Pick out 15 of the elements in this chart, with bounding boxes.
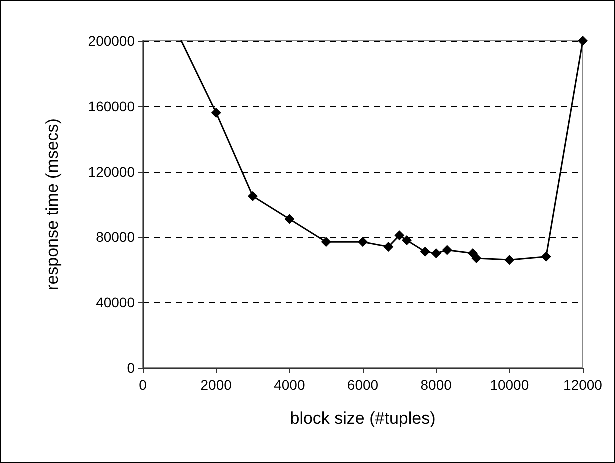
y-tick-label: 120000 — [88, 164, 136, 180]
x-axis-title: block size (#tuples) — [290, 409, 436, 428]
x-tick-label: 6000 — [347, 377, 379, 393]
y-axis-title: response time (msecs) — [43, 118, 62, 290]
x-tick-label: 12000 — [564, 377, 603, 393]
y-tick-label: 200000 — [88, 33, 136, 49]
y-tick-label: 80000 — [96, 229, 136, 246]
y-tick-label: 0 — [127, 360, 136, 376]
x-tick-label: 0 — [139, 377, 148, 393]
x-tick-label: 8000 — [420, 377, 452, 393]
x-tick-label: 10000 — [490, 377, 530, 393]
y-tick-label: 160000 — [88, 98, 136, 114]
x-tick-label: 4000 — [274, 377, 306, 393]
x-tick-label: 2000 — [200, 377, 232, 393]
y-tick-label: 40000 — [96, 294, 136, 311]
